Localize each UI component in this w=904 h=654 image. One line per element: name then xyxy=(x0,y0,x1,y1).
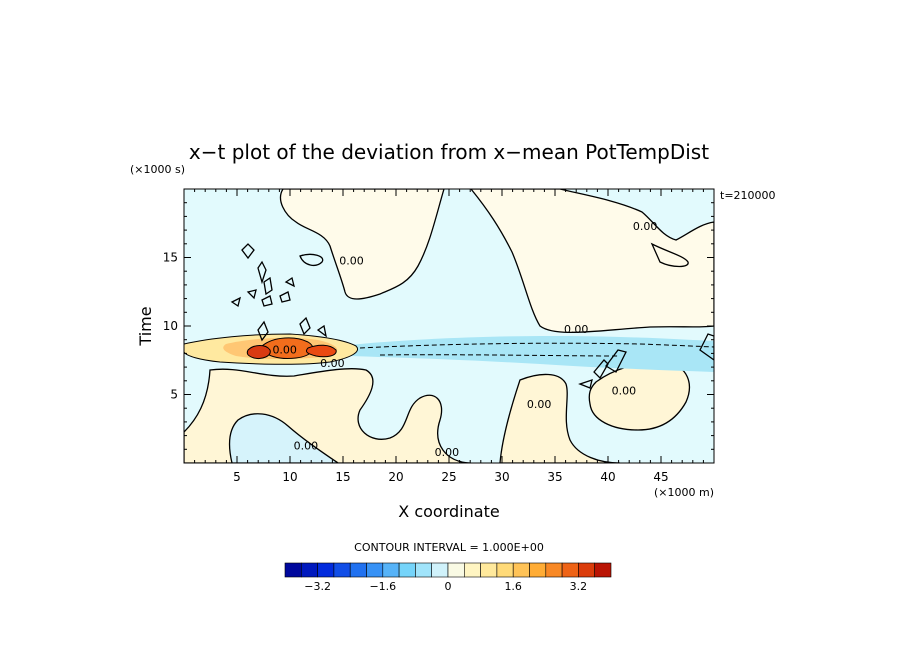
colorbar-cell xyxy=(366,562,384,578)
contour-label: 0.00 xyxy=(320,357,345,370)
colorbar-cell xyxy=(496,562,514,578)
time-label: t=210000 xyxy=(720,189,776,202)
x-tick-label: 10 xyxy=(282,470,297,484)
colorbar-cell xyxy=(349,562,367,578)
colorbar-cell xyxy=(578,562,596,578)
colorbar-cell xyxy=(317,562,335,578)
colorbar: −3.2 −1.6 0 1.6 3.2 xyxy=(284,562,612,593)
colorbar-cell xyxy=(512,562,530,578)
colorbar-cell xyxy=(415,562,432,578)
upper-neutral-region xyxy=(279,189,445,300)
x-unit-label: (×1000 m) xyxy=(654,486,714,499)
colorbar-cell xyxy=(463,562,481,578)
contour-labels: 0.00 0.00 0.00 0.00 0.00 0.00 0.00 0.00 0.00 xyxy=(272,220,657,459)
x-tick-label: 25 xyxy=(441,470,456,484)
y-tick-label: 5 xyxy=(170,388,178,402)
contour-label: 0.00 xyxy=(633,220,658,233)
x-tick-label: 40 xyxy=(600,470,615,484)
hot-core-2 xyxy=(246,345,271,359)
colorbar-cell xyxy=(300,562,318,578)
x-axis: 5 10 15 20 25 30 35 40 45 xyxy=(194,189,704,484)
contour-interval-text: CONTOUR INTERVAL = 1.000E+00 xyxy=(354,541,544,554)
x-axis-label: X coordinate xyxy=(398,502,499,521)
x-tick-label: 20 xyxy=(388,470,403,484)
colorbar-cell xyxy=(480,562,498,578)
plot-area: 0.00 0.00 0.00 0.00 0.00 0.00 0.00 0.00 0.00 xyxy=(184,189,714,463)
colorbar-cell xyxy=(398,562,416,578)
x-tick-label: 30 xyxy=(494,470,509,484)
x-tick-label: 35 xyxy=(547,470,562,484)
y-tick-label: 15 xyxy=(163,251,178,265)
x-tick-label: 5 xyxy=(233,470,241,484)
colorbar-cell xyxy=(529,562,547,578)
upper-neutral-region-2 xyxy=(470,189,714,334)
contour-label: 0.00 xyxy=(272,343,297,356)
chart-title: x−t plot of the deviation from x−mean Po… xyxy=(189,140,709,164)
y-tick-label: 10 xyxy=(163,319,178,333)
lower-neutral-region-2 xyxy=(499,373,621,463)
contour-label: 0.00 xyxy=(435,446,460,459)
y-axis: 5 10 15 xyxy=(163,202,714,450)
contour-label: 0.00 xyxy=(294,439,319,452)
lower-left-cool-pocket xyxy=(228,413,340,463)
colorbar-cell xyxy=(594,562,612,578)
contour-label: 0.00 xyxy=(612,385,637,398)
contour-label: 0.00 xyxy=(527,398,552,411)
colorbar-cell xyxy=(545,562,563,578)
colorbar-tick-label: 1.6 xyxy=(504,580,522,593)
colorbar-cell xyxy=(431,562,449,578)
y-unit-label: (×1000 s) xyxy=(130,163,185,176)
colorbar-tick-label: −1.6 xyxy=(369,580,396,593)
y-axis-label: Time xyxy=(136,306,155,346)
colorbar-cell xyxy=(382,562,400,578)
colorbar-cell xyxy=(333,562,351,578)
contour-label: 0.00 xyxy=(564,323,589,336)
colorbar-cell xyxy=(447,562,465,578)
contour-islands xyxy=(230,243,714,389)
colorbar-cell xyxy=(561,562,579,578)
contour-label: 0.00 xyxy=(339,254,364,267)
colorbar-cell xyxy=(284,562,302,578)
cold-band-contour-1 xyxy=(359,342,714,349)
colorbar-tick-label: 0 xyxy=(445,580,452,593)
colorbar-tick-label: −3.2 xyxy=(304,580,331,593)
x-tick-label: 45 xyxy=(653,470,668,484)
x-tick-label: 15 xyxy=(335,470,350,484)
hot-core-3 xyxy=(305,344,337,358)
colorbar-tick-label: 3.2 xyxy=(570,580,588,593)
upper-neutral-region-3 xyxy=(650,242,689,268)
